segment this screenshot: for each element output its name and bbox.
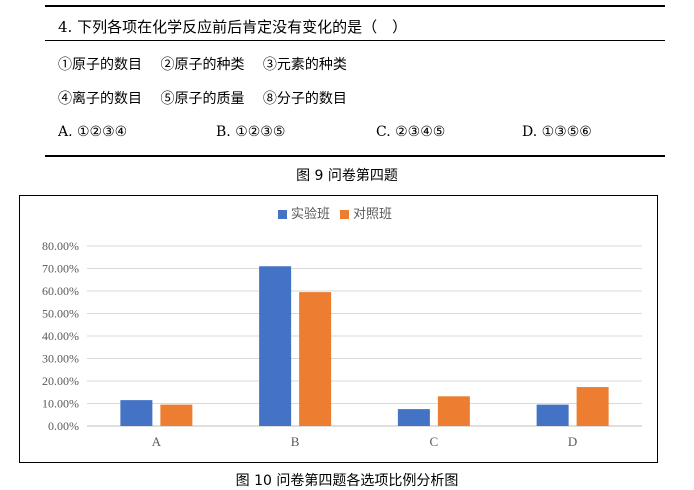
figure9-caption: 图 9 问卷第四题: [296, 168, 398, 184]
y-tick-label: 20.00%: [42, 374, 79, 388]
top-rule: [45, 5, 665, 7]
x-tick-label: A: [152, 434, 162, 449]
bottom-rule: [45, 155, 665, 157]
y-tick-label: 80.00%: [42, 239, 79, 253]
x-tick-label: D: [568, 434, 577, 449]
option-2: ②原子的种类: [160, 57, 245, 73]
chart-container: 0.00% 10.00% 20.00% 30.00% 40.00% 50.00% 60.00…: [19, 195, 658, 463]
choice-b: B. ①②③⑤: [216, 124, 286, 140]
option-1: ①原子的数目: [58, 57, 142, 73]
bar-series1-b: [259, 266, 292, 426]
y-tick-label: 30.00%: [42, 352, 79, 366]
x-tick-label: B: [291, 434, 300, 449]
option-5: ⑤原子的质量: [160, 91, 245, 107]
choice-c: C. ②③④⑤: [376, 124, 446, 140]
bar-series2-a: [160, 404, 193, 426]
legend-swatch-1: [278, 210, 287, 219]
bar-series1-a: [120, 400, 153, 426]
option-6: ⑧分子的数目: [262, 91, 347, 107]
choice-d: D. ①③⑤⑥: [522, 124, 592, 140]
y-tick-label: 60.00%: [42, 284, 79, 298]
y-tick-label: 10.00%: [42, 397, 79, 411]
bar-series2-c: [437, 396, 470, 426]
y-tick-label: 40.00%: [42, 329, 79, 343]
question-title: 4. 下列各项在化学反应前后肯定没有变化的是（ ）: [58, 18, 408, 36]
legend-label-2: 对照班: [353, 206, 392, 221]
option-3: ③元素的种类: [262, 57, 347, 73]
x-tick-label: C: [430, 434, 439, 449]
bar-chart: 0.00% 10.00% 20.00% 30.00% 40.00% 50.00% 60.00…: [42, 206, 642, 449]
bar-series1-d: [536, 404, 569, 426]
options-row-1: ①原子的数目 ②原子的种类 ③元素的种类: [58, 54, 361, 74]
figure10-caption: 图 10 问卷第四题各选项比例分析图: [235, 473, 459, 489]
bar-series2-d: [576, 387, 609, 426]
legend-swatch-2: [340, 210, 349, 219]
bar-series2-b: [299, 292, 332, 426]
y-tick-label: 70.00%: [42, 262, 79, 276]
option-4: ④离子的数目: [58, 91, 142, 107]
y-tick-label: 0.00%: [48, 419, 79, 433]
legend-label-1: 实验班: [291, 206, 330, 221]
title-rule: [45, 40, 665, 41]
bar-series1-c: [397, 409, 430, 426]
choice-a: A. ①②③④: [58, 124, 128, 140]
y-tick-label: 50.00%: [42, 307, 79, 321]
options-row-2: ④离子的数目 ⑤原子的质量 ⑧分子的数目: [58, 88, 361, 108]
